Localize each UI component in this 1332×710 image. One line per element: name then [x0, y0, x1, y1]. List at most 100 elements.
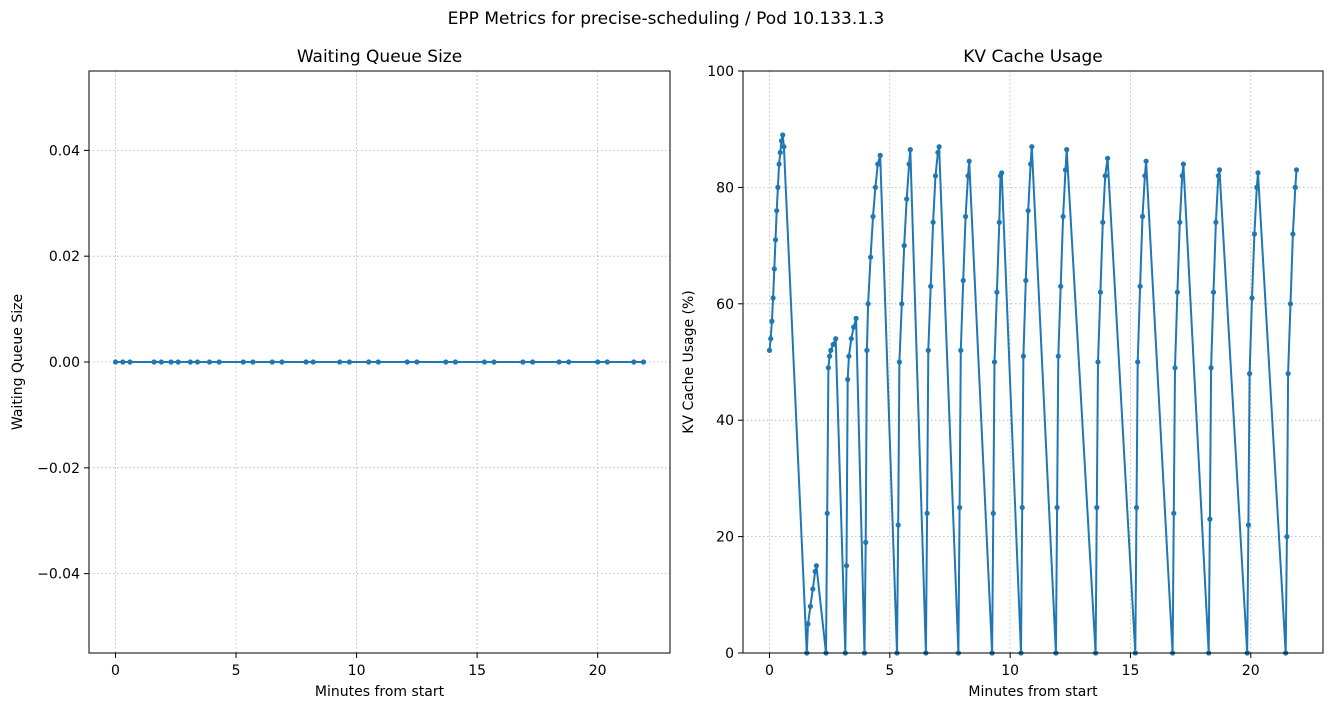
- data-point: [168, 359, 174, 365]
- data-point: [1029, 144, 1035, 150]
- data-point: [774, 208, 780, 214]
- data-point: [158, 359, 164, 365]
- data-point: [556, 359, 562, 365]
- data-point: [404, 359, 410, 365]
- data-point: [843, 563, 850, 569]
- data-point: [1180, 161, 1186, 167]
- y-tick-label: 0.00: [49, 355, 80, 371]
- x-tick-label: 0: [111, 663, 120, 679]
- data-point: [896, 359, 903, 365]
- data-point: [1245, 522, 1251, 528]
- data-point: [1094, 504, 1100, 511]
- data-point: [770, 295, 776, 301]
- y-tick-label: 40: [716, 413, 734, 429]
- data-point: [1135, 359, 1141, 365]
- data-point: [813, 563, 820, 569]
- data-point: [805, 621, 811, 627]
- data-point: [875, 161, 881, 167]
- data-point: [936, 144, 942, 150]
- data-point: [957, 504, 963, 511]
- data-point: [863, 539, 869, 546]
- plot-frame: [742, 70, 1324, 654]
- data-point: [1133, 504, 1140, 511]
- data-point: [491, 359, 497, 365]
- data-point: [1139, 213, 1146, 220]
- data-point: [999, 170, 1005, 176]
- data-point: [864, 347, 870, 353]
- data-point: [595, 359, 601, 365]
- x-axis-label: Minutes from start: [968, 684, 1098, 700]
- data-point: [520, 359, 526, 365]
- data-point: [990, 510, 996, 516]
- data-point: [240, 359, 246, 365]
- data-point: [827, 353, 833, 359]
- series-line: [768, 134, 1298, 654]
- data-point: [1097, 289, 1103, 295]
- data-point: [1028, 161, 1034, 167]
- data-point: [1177, 219, 1183, 225]
- data-point: [1137, 283, 1143, 289]
- data-point: [1172, 365, 1178, 371]
- waiting-queue-chart: Waiting Queue Size 0 5 10 15 20 −0.04 −0.02 0.0…: [10, 47, 671, 700]
- data-point: [958, 347, 964, 353]
- data-point: [1058, 283, 1064, 289]
- data-point: [206, 359, 213, 365]
- x-axis-label: Minutes from start: [315, 684, 445, 700]
- data-point: [1287, 301, 1294, 307]
- data-point: [872, 184, 879, 190]
- data-point: [865, 301, 871, 307]
- data-point: [906, 161, 912, 167]
- data-point: [868, 254, 874, 260]
- data-point: [250, 359, 256, 365]
- data-point: [870, 213, 876, 220]
- data-point: [807, 603, 814, 610]
- data-point: [1174, 289, 1180, 295]
- data-point: [1055, 353, 1061, 359]
- data-point: [935, 149, 941, 156]
- data-point: [481, 359, 487, 365]
- data-point: [825, 365, 832, 371]
- chart-title: Waiting Queue Size: [297, 47, 462, 67]
- data-point: [904, 196, 910, 202]
- data-point: [907, 147, 913, 153]
- data-point: [781, 144, 787, 150]
- y-tick-label: 0.04: [49, 143, 80, 159]
- data-point: [1020, 353, 1026, 359]
- data-point: [216, 359, 222, 365]
- data-point: [771, 266, 777, 272]
- data-point: [1254, 184, 1260, 190]
- series-layer: [766, 132, 1300, 656]
- data-point: [1247, 371, 1253, 377]
- x-tick-label: 0: [765, 663, 774, 679]
- data-point: [151, 359, 157, 365]
- data-point: [994, 289, 1000, 295]
- data-point: [932, 173, 939, 179]
- data-point: [766, 347, 773, 353]
- data-point: [269, 359, 275, 365]
- data-point: [1095, 359, 1101, 365]
- data-point: [127, 359, 133, 365]
- data-point: [845, 376, 851, 383]
- x-tick-label: 15: [468, 663, 486, 679]
- data-point: [899, 301, 905, 307]
- data-point: [375, 359, 381, 365]
- data-point: [604, 359, 610, 365]
- y-axis-label: Waiting Queue Size: [10, 294, 26, 430]
- data-point: [778, 138, 785, 144]
- data-point: [1216, 167, 1223, 173]
- x-tick-label: 5: [885, 663, 894, 679]
- data-point: [1142, 173, 1148, 179]
- data-point: [1143, 158, 1149, 164]
- x-tick-label: 20: [1242, 663, 1260, 679]
- data-point: [1179, 173, 1185, 179]
- data-point: [775, 184, 781, 190]
- data-point: [1290, 231, 1296, 237]
- data-point: [1062, 167, 1069, 173]
- kv-cache-chart: KV Cache Usage 0 5 10 15 20 0 20 40 60 80 100 Minu…: [681, 47, 1324, 700]
- tick-layer: 0 5 10 15 20 −0.04 −0.02 0.00 0.02 0.04: [37, 143, 606, 679]
- data-point: [1249, 295, 1255, 301]
- data-point: [337, 359, 343, 365]
- data-point: [1210, 289, 1217, 295]
- figure-suptitle: EPP Metrics for precise-scheduling / Pod…: [448, 9, 885, 29]
- y-tick-label: −0.04: [37, 567, 80, 583]
